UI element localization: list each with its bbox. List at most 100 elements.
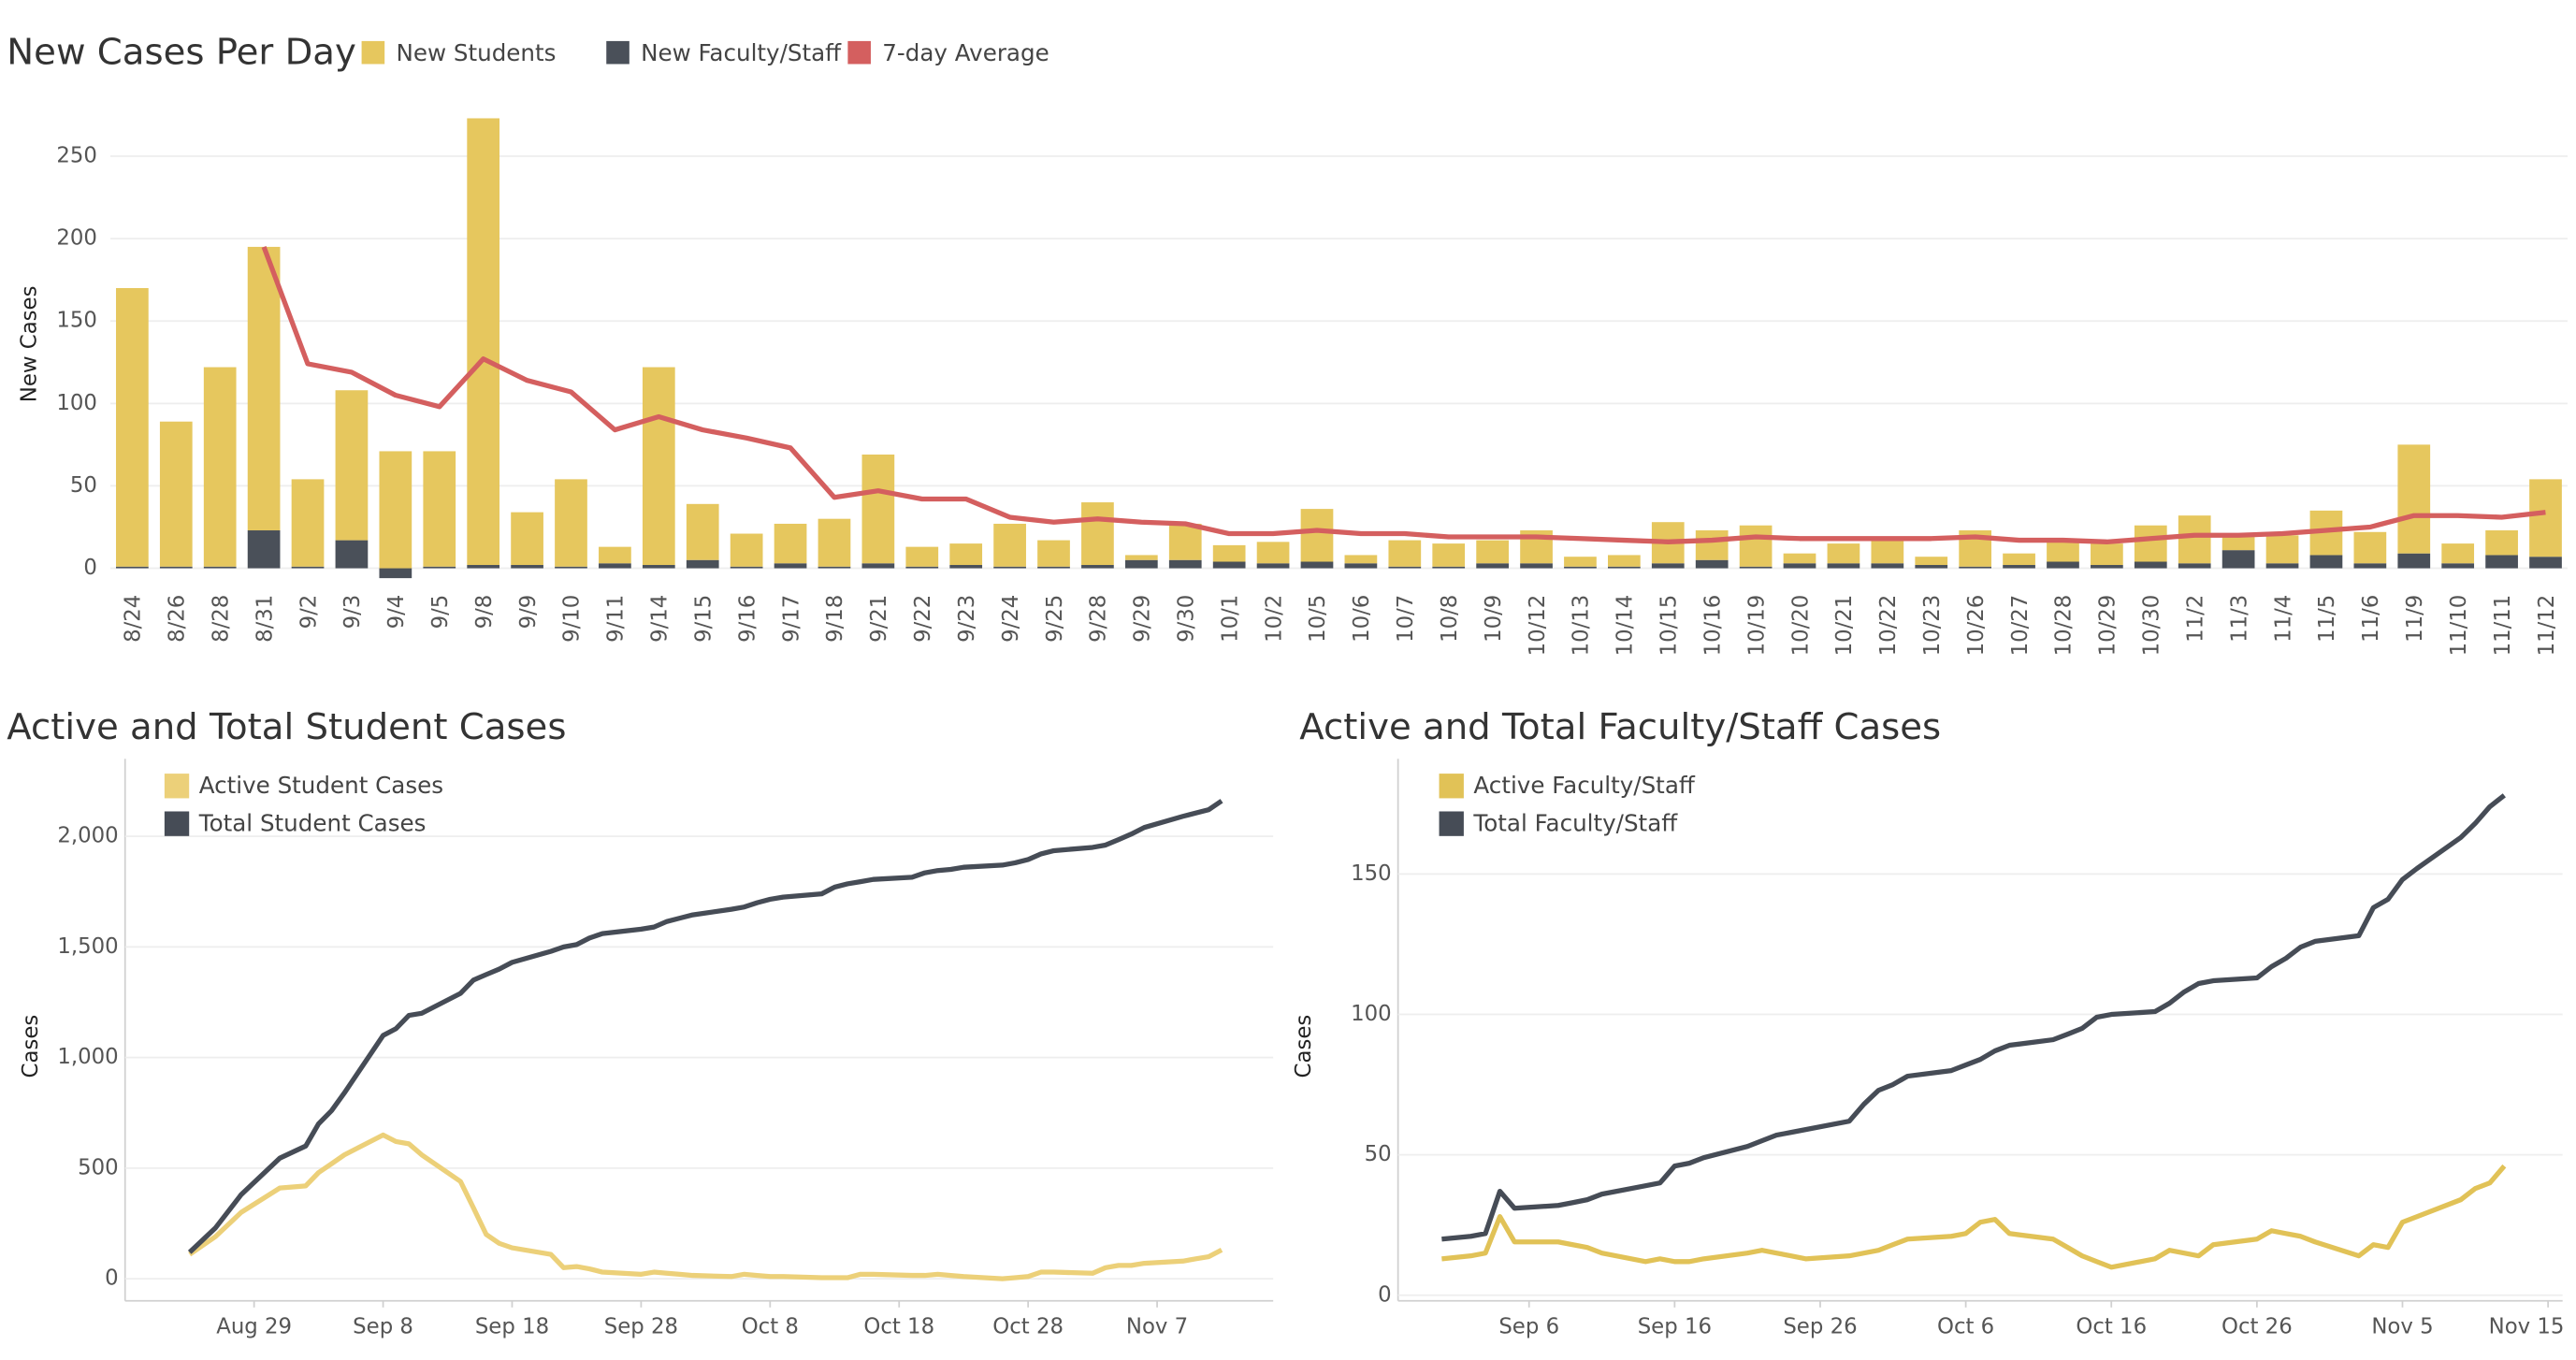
legend-swatch xyxy=(164,811,190,836)
x-tick-label: Oct 26 xyxy=(2221,1314,2293,1338)
bar xyxy=(2441,563,2475,569)
x-tick-label: 11/6 xyxy=(2359,595,2383,643)
bar xyxy=(555,566,587,569)
bar xyxy=(1608,566,1641,569)
bar xyxy=(642,565,675,569)
bar xyxy=(467,565,500,569)
legend-label: New Faculty/Staff xyxy=(641,39,842,66)
bar xyxy=(1651,563,1685,569)
bar xyxy=(2353,531,2387,564)
x-tick-label: 10/6 xyxy=(1350,595,1374,643)
x-tick-label: 9/16 xyxy=(735,595,760,643)
x-tick-label: 9/18 xyxy=(823,595,847,643)
bar xyxy=(1124,555,1158,560)
bar xyxy=(1564,566,1597,569)
y-tick-label: 50 xyxy=(1365,1142,1392,1166)
chart-title: Active and Total Student Cases xyxy=(7,706,566,748)
y-tick-label: 50 xyxy=(70,473,97,498)
bar xyxy=(905,566,939,569)
bar xyxy=(642,367,675,566)
y-tick-label: 200 xyxy=(56,226,97,251)
x-tick-label: 11/2 xyxy=(2183,595,2207,643)
bar xyxy=(1388,566,1422,569)
bar xyxy=(861,563,895,569)
bar xyxy=(511,565,543,569)
x-tick-label: 9/5 xyxy=(428,595,453,629)
bar xyxy=(1432,543,1466,567)
bar xyxy=(2178,515,2211,564)
y-tick-label: 2,000 xyxy=(57,824,118,848)
x-tick-label: Nov 15 xyxy=(2489,1314,2565,1338)
bar xyxy=(818,566,851,569)
x-tick-label: 10/2 xyxy=(1262,595,1286,643)
series-line xyxy=(1441,1164,2507,1270)
y-axis-label: Cases xyxy=(19,1015,43,1078)
bar xyxy=(730,533,763,567)
x-tick-label: 8/24 xyxy=(122,595,146,643)
x-tick-label: 10/20 xyxy=(1788,595,1813,657)
y-tick-label: 500 xyxy=(78,1155,119,1179)
x-tick-label: Oct 18 xyxy=(863,1314,934,1338)
bar xyxy=(2265,563,2299,569)
bar xyxy=(2309,555,2343,569)
x-tick-label: Nov 5 xyxy=(2371,1314,2433,1338)
x-tick-label: 9/30 xyxy=(1175,595,1199,643)
x-tick-label: 10/14 xyxy=(1614,595,1638,657)
series-line xyxy=(187,799,1223,1254)
bar xyxy=(861,454,895,564)
x-tick-label: 10/29 xyxy=(2096,595,2120,657)
x-tick-label: 11/5 xyxy=(2315,595,2339,643)
bar xyxy=(1081,565,1114,569)
bar xyxy=(905,546,939,567)
bar xyxy=(1344,563,1378,569)
x-tick-label: 9/2 xyxy=(297,595,321,629)
y-tick-label: 1,000 xyxy=(57,1045,118,1069)
y-tick-label: 0 xyxy=(105,1266,119,1291)
bar xyxy=(116,287,149,567)
x-tick-label: 9/10 xyxy=(560,595,585,643)
bar xyxy=(2397,553,2431,569)
bar xyxy=(1124,559,1158,569)
x-tick-label: 9/11 xyxy=(604,595,629,643)
x-tick-label: 10/19 xyxy=(1744,595,1769,657)
x-tick-label: Oct 8 xyxy=(742,1314,799,1338)
bar xyxy=(2003,565,2035,569)
chart-title: Active and Total Faculty/Staff Cases xyxy=(1299,706,1941,748)
bar xyxy=(686,503,719,560)
legend-swatch xyxy=(1439,811,1464,836)
legend-label: 7-day Average xyxy=(882,39,1049,66)
x-tick-label: 9/3 xyxy=(340,595,365,629)
series-line xyxy=(188,1132,1223,1281)
x-tick-label: 10/16 xyxy=(1700,595,1725,657)
x-tick-label: 9/24 xyxy=(999,595,1023,643)
x-tick-label: 9/28 xyxy=(1087,595,1111,643)
bar xyxy=(379,568,412,579)
series-line xyxy=(1441,793,2506,1242)
x-tick-label: Sep 26 xyxy=(1783,1314,1857,1338)
bar xyxy=(2134,561,2167,569)
x-tick-label: 9/8 xyxy=(472,595,497,629)
bar xyxy=(1915,557,1948,566)
bar xyxy=(2091,543,2123,566)
x-tick-label: 11/12 xyxy=(2535,595,2559,657)
bar xyxy=(1608,555,1641,567)
bar xyxy=(335,390,369,541)
bar xyxy=(2529,557,2562,569)
y-tick-label: 250 xyxy=(56,144,97,168)
average-line xyxy=(261,246,2546,544)
y-axis-label: New Cases xyxy=(17,286,41,403)
bar xyxy=(2091,565,2123,569)
bar xyxy=(1520,563,1553,569)
x-tick-label: 10/21 xyxy=(1832,595,1857,657)
bar xyxy=(2003,553,2035,566)
bar xyxy=(247,530,281,569)
bar xyxy=(291,479,325,567)
bar xyxy=(2353,563,2387,569)
bar xyxy=(2529,479,2562,557)
bar xyxy=(2485,530,2518,556)
bar xyxy=(291,566,325,569)
x-tick-label: 9/9 xyxy=(516,595,541,629)
bar xyxy=(159,421,193,567)
x-tick-label: 9/17 xyxy=(779,595,803,643)
